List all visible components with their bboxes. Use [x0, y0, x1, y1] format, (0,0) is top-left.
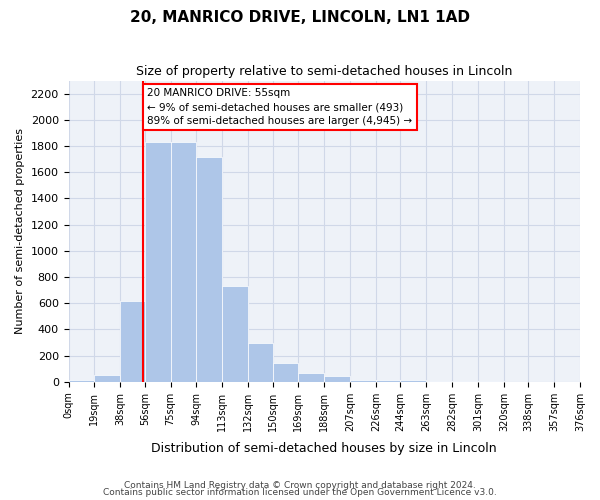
- Bar: [400, 380, 426, 382]
- Text: 20 MANRICO DRIVE: 55sqm
← 9% of semi-detached houses are smaller (493)
89% of se: 20 MANRICO DRIVE: 55sqm ← 9% of semi-det…: [148, 88, 413, 126]
- Text: Contains public sector information licensed under the Open Government Licence v3: Contains public sector information licen…: [103, 488, 497, 497]
- Y-axis label: Number of semi-detached properties: Number of semi-detached properties: [15, 128, 25, 334]
- Bar: [376, 380, 400, 382]
- Bar: [120, 300, 145, 382]
- Bar: [94, 374, 120, 382]
- Text: Contains HM Land Registry data © Crown copyright and database right 2024.: Contains HM Land Registry data © Crown c…: [124, 480, 476, 490]
- X-axis label: Distribution of semi-detached houses by size in Lincoln: Distribution of semi-detached houses by …: [151, 442, 497, 455]
- Bar: [452, 381, 478, 382]
- Bar: [68, 380, 94, 382]
- Bar: [324, 376, 350, 382]
- Bar: [222, 286, 248, 382]
- Title: Size of property relative to semi-detached houses in Lincoln: Size of property relative to semi-detach…: [136, 65, 512, 78]
- Bar: [170, 142, 196, 382]
- Bar: [145, 142, 170, 382]
- Bar: [272, 364, 298, 382]
- Bar: [248, 342, 272, 382]
- Bar: [196, 156, 222, 382]
- Bar: [298, 374, 324, 382]
- Bar: [426, 381, 452, 382]
- Bar: [350, 380, 376, 382]
- Text: 20, MANRICO DRIVE, LINCOLN, LN1 1AD: 20, MANRICO DRIVE, LINCOLN, LN1 1AD: [130, 10, 470, 25]
